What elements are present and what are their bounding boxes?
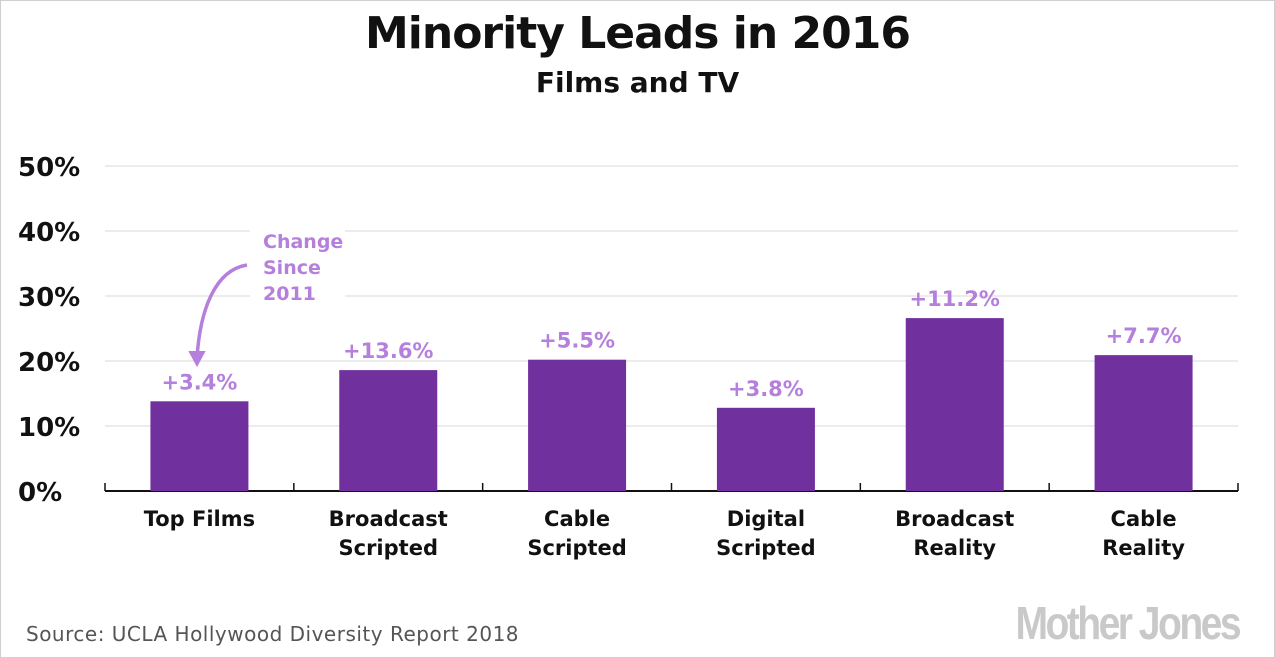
arrow-head-icon xyxy=(188,351,206,368)
bar xyxy=(150,401,249,491)
x-tick-label: Top Films xyxy=(144,507,255,531)
bar xyxy=(528,359,627,491)
x-tick-label: Scripted xyxy=(716,536,815,560)
source-note: Source: UCLA Hollywood Diversity Report … xyxy=(26,622,520,646)
y-tick-label: 10% xyxy=(18,413,80,443)
mother-jones-logo: Mother Jones xyxy=(1015,597,1241,649)
annotation-text: Change xyxy=(263,231,343,253)
x-tick-label: Cable xyxy=(544,507,610,531)
bar xyxy=(716,407,815,491)
annotation-text: Since xyxy=(263,257,321,279)
data-label: +13.6% xyxy=(343,339,433,363)
chart-subtitle: Films and TV xyxy=(535,66,740,99)
y-tick-label: 0% xyxy=(18,478,62,508)
annotation-arrow xyxy=(195,263,248,359)
x-tick-label: Cable xyxy=(1111,507,1177,531)
x-tick-label: Reality xyxy=(913,536,996,560)
bar xyxy=(905,318,1004,491)
x-tick-label: Scripted xyxy=(527,536,626,560)
y-tick-label: 20% xyxy=(18,348,80,378)
data-label: +3.4% xyxy=(161,370,237,394)
x-tick-label: Reality xyxy=(1102,536,1185,560)
y-tick-label: 30% xyxy=(18,283,80,313)
annotation-text: 2011 xyxy=(263,283,316,305)
bar xyxy=(339,370,438,491)
chart-title: Minority Leads in 2016 xyxy=(365,8,911,59)
data-label: +7.7% xyxy=(1106,324,1182,348)
y-tick-label: 50% xyxy=(18,153,80,183)
x-tick-label: Broadcast xyxy=(329,507,448,531)
y-tick-label: 40% xyxy=(18,218,80,248)
bar xyxy=(1094,355,1193,491)
data-label: +11.2% xyxy=(910,287,1000,311)
x-tick-label: Broadcast xyxy=(895,507,1014,531)
data-label: +5.5% xyxy=(539,329,615,353)
annotation-background xyxy=(250,225,345,305)
x-tick-label: Scripted xyxy=(339,536,438,560)
x-tick-label: Digital xyxy=(727,507,805,531)
data-label: +3.8% xyxy=(728,377,804,401)
